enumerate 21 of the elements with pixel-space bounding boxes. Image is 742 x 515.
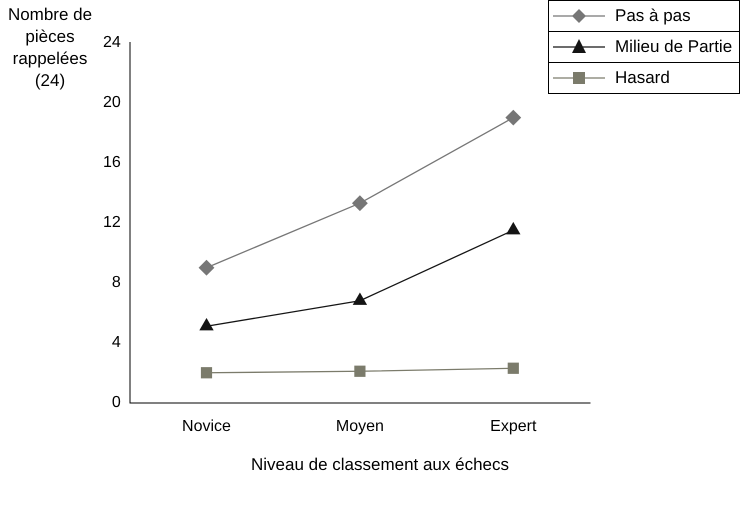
y-tick-label: 8	[112, 274, 121, 292]
legend-label: Hasard	[615, 68, 670, 88]
point	[354, 366, 366, 377]
point	[506, 110, 521, 126]
y-tick-label: 4	[112, 334, 121, 352]
y-tick-label: 16	[103, 154, 121, 172]
y-tick-label: 24	[103, 34, 121, 52]
y-axis-title: Nombre de pièces rappelées (24)	[6, 4, 94, 92]
y-tick-label: 20	[103, 94, 121, 112]
point	[508, 362, 519, 374]
x-tick-label: Novice	[182, 418, 232, 435]
x-tick-label: Expert	[490, 418, 537, 435]
point	[352, 196, 368, 211]
point	[200, 367, 212, 378]
point	[198, 260, 214, 276]
x-axis-title: Niveau de classement aux échecs	[250, 455, 510, 475]
legend-label: Pas à pas	[615, 6, 691, 26]
x-tick-label: Moyen	[336, 418, 384, 435]
y-tick-label: 12	[103, 214, 121, 232]
legend-label: Milieu de Partie	[615, 37, 732, 57]
y-tick-label: 0	[112, 394, 121, 412]
